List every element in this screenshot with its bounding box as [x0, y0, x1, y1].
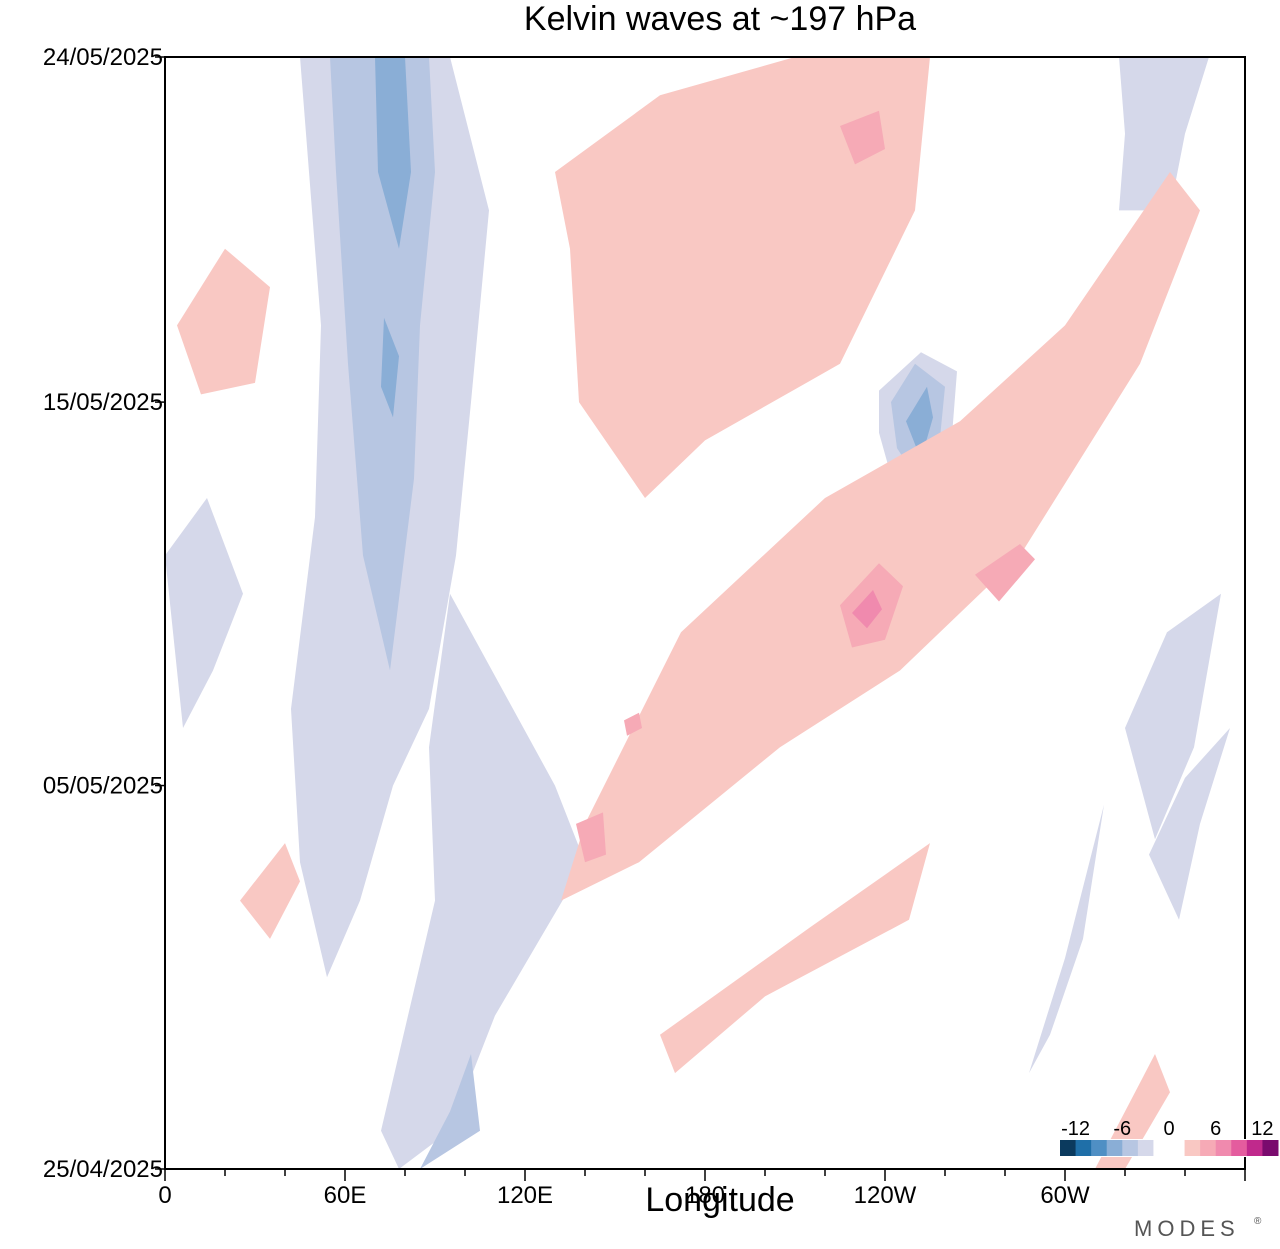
modes-logo: MODES ®	[1134, 1216, 1262, 1241]
colorbar-label: -12	[1061, 1118, 1090, 1140]
colorbar-label: 12	[1251, 1118, 1273, 1140]
positive-anomaly-region-18	[576, 812, 606, 863]
x-axis: 0 60E 120E 180 120W 60W	[158, 1169, 1246, 1209]
positive-anomaly-region-17	[975, 544, 1035, 602]
colorbar-swatch	[1262, 1140, 1279, 1156]
positive-anomaly-region-21	[840, 110, 885, 165]
negative-anomaly-region-9	[1119, 57, 1209, 211]
y-tick-label: 24/05/2025	[43, 44, 163, 71]
colorbar-swatch	[1200, 1140, 1217, 1156]
colorbar-swatch	[1153, 1140, 1186, 1156]
colorbar-label: 0	[1163, 1118, 1174, 1140]
negative-anomaly-region-10	[1149, 728, 1230, 920]
colorbar-swatch	[1060, 1140, 1077, 1156]
x-axis-label: Longitude	[645, 1181, 794, 1219]
negative-anomaly-region-3	[381, 317, 399, 418]
colorbar-label: 6	[1210, 1118, 1221, 1140]
brand-logo-text: MODES	[1134, 1216, 1240, 1241]
y-tick-label: 25/04/2025	[43, 1156, 163, 1183]
colorbar-swatch	[1091, 1140, 1108, 1156]
colorbar-swatch	[1184, 1140, 1201, 1156]
negative-anomaly-region-5	[420, 1054, 480, 1169]
x-tick-label: 180	[685, 1182, 725, 1209]
colorbar-swatch	[1137, 1140, 1154, 1156]
colorbar-swatch	[1075, 1140, 1092, 1156]
x-tick-label: 0	[158, 1182, 171, 1209]
colorbar-swatch	[1231, 1140, 1248, 1156]
positive-anomaly-region-16	[852, 590, 882, 629]
positive-anomaly-region-23	[177, 248, 270, 395]
y-tick-label: 05/05/2025	[43, 773, 163, 800]
colorbar-swatch	[1122, 1140, 1139, 1156]
y-tick-label: 15/05/2025	[43, 389, 163, 416]
y-axis: 25/04/2025 05/05/2025 15/05/2025 24/05/2025	[43, 44, 165, 1183]
negative-anomaly-region-2	[375, 57, 411, 249]
negative-anomaly-region-4	[381, 593, 585, 1169]
x-tick-label: 60E	[324, 1182, 367, 1209]
x-tick-label: 60W	[1040, 1182, 1090, 1209]
chart-title: Kelvin waves at ~197 hPa	[524, 0, 916, 38]
brand-logo-mark: ®	[1254, 1216, 1262, 1227]
colorbar-label: -6	[1113, 1118, 1131, 1140]
colorbar-swatch	[1215, 1140, 1232, 1156]
positive-anomaly-region-19	[624, 712, 642, 736]
colorbar-swatch	[1106, 1140, 1123, 1156]
positive-anomaly-region-22	[660, 843, 930, 1074]
positive-anomaly-region-24	[240, 843, 300, 939]
contour-layer	[165, 57, 1230, 1169]
negative-anomaly-region-13	[165, 498, 243, 728]
negative-anomaly-region-8	[906, 386, 933, 460]
x-tick-label: 120W	[854, 1182, 917, 1209]
colorbar-swatch	[1246, 1140, 1263, 1156]
positive-anomaly-region-20	[555, 57, 930, 498]
colorbar-legend: -12 -6 0 6 12	[1060, 1118, 1279, 1157]
x-tick-label: 120E	[497, 1182, 553, 1209]
negative-anomaly-region-12	[1029, 804, 1104, 1074]
positive-anomaly-region-14	[561, 172, 1200, 901]
negative-anomaly-region-11	[1125, 593, 1221, 840]
